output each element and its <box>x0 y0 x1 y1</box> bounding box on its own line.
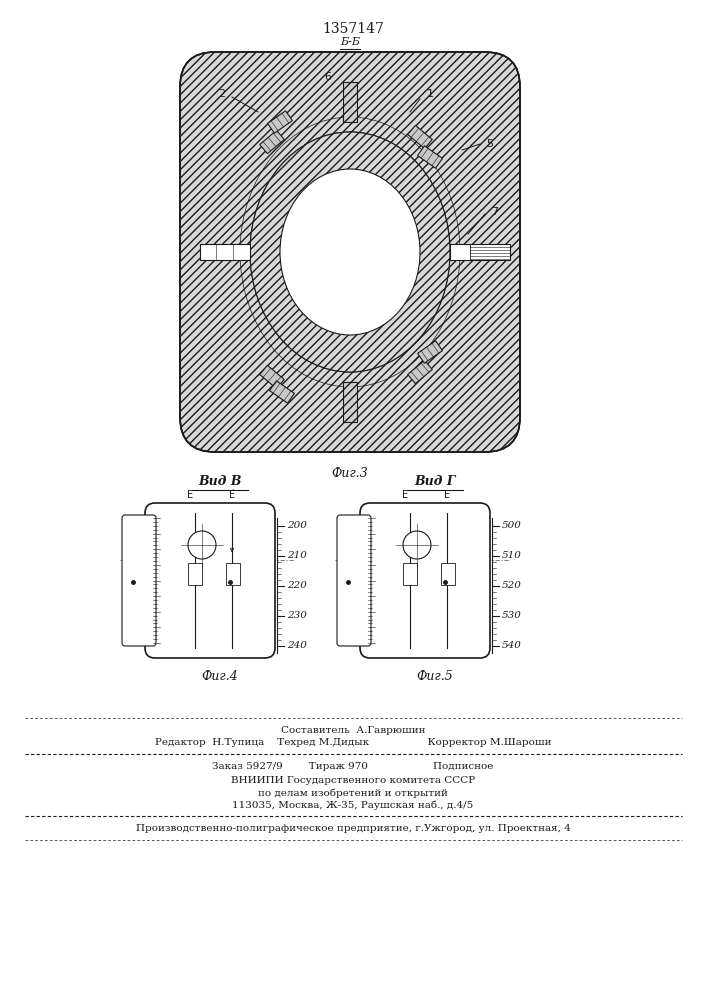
FancyBboxPatch shape <box>145 503 275 658</box>
Text: 500: 500 <box>502 522 522 530</box>
Text: 1357147: 1357147 <box>322 22 384 36</box>
Text: É: É <box>229 490 235 500</box>
Ellipse shape <box>280 169 420 335</box>
FancyBboxPatch shape <box>403 563 417 585</box>
FancyBboxPatch shape <box>450 244 510 260</box>
Text: Б-Б: Б-Б <box>340 37 360 47</box>
Polygon shape <box>267 111 293 133</box>
FancyBboxPatch shape <box>343 82 357 122</box>
Text: 1: 1 <box>426 89 433 99</box>
FancyBboxPatch shape <box>180 52 520 452</box>
Text: 113035, Москва, Ж-35, Раушская наб., д.4/5: 113035, Москва, Ж-35, Раушская наб., д.4… <box>233 800 474 810</box>
FancyBboxPatch shape <box>360 503 490 658</box>
Text: Вид Г: Вид Г <box>414 475 456 488</box>
Text: 230: 230 <box>287 611 307 620</box>
Text: Фиг.3: Фиг.3 <box>332 467 368 480</box>
Text: 540: 540 <box>502 642 522 650</box>
Text: Вид В: Вид В <box>198 475 242 488</box>
FancyBboxPatch shape <box>122 515 156 646</box>
FancyBboxPatch shape <box>441 563 455 585</box>
FancyBboxPatch shape <box>200 244 250 260</box>
Text: E: E <box>444 490 450 500</box>
Text: 6: 6 <box>325 72 332 82</box>
Polygon shape <box>269 381 294 403</box>
Text: 510: 510 <box>502 552 522 560</box>
Text: 520: 520 <box>502 582 522 590</box>
Text: E: E <box>187 490 193 500</box>
Polygon shape <box>259 365 284 389</box>
Polygon shape <box>418 341 443 363</box>
Text: Заказ 5927/9        Тираж 970                    Подписное: Заказ 5927/9 Тираж 970 Подписное <box>212 762 493 771</box>
Text: Производственно-полиграфическое предприятие, г.Ужгород, ул. Проектная, 4: Производственно-полиграфическое предприя… <box>136 824 571 833</box>
FancyBboxPatch shape <box>188 563 202 585</box>
Text: 240: 240 <box>287 642 307 650</box>
Text: ВНИИПИ Государственного комитета СССР: ВНИИПИ Государственного комитета СССР <box>231 776 475 785</box>
Text: 5: 5 <box>486 139 493 149</box>
Text: E: E <box>402 490 408 500</box>
Polygon shape <box>408 125 432 149</box>
FancyBboxPatch shape <box>226 563 240 585</box>
Ellipse shape <box>250 132 450 372</box>
FancyBboxPatch shape <box>337 515 371 646</box>
FancyBboxPatch shape <box>343 382 357 422</box>
Text: 2: 2 <box>218 89 226 99</box>
Text: по делам изобретений и открытий: по делам изобретений и открытий <box>258 788 448 798</box>
Polygon shape <box>408 360 432 384</box>
Text: Фиг.5: Фиг.5 <box>416 670 453 683</box>
Text: 530: 530 <box>502 611 522 620</box>
Ellipse shape <box>250 132 450 372</box>
Text: 200: 200 <box>287 522 307 530</box>
Polygon shape <box>418 146 443 168</box>
Text: 7: 7 <box>491 207 498 217</box>
Text: Редактор  Н.Тупица    Техред М.Дидык                  Корректор М.Шароши: Редактор Н.Тупица Техред М.Дидык Коррект… <box>155 738 551 747</box>
Circle shape <box>188 531 216 559</box>
Text: Фиг.4: Фиг.4 <box>201 670 238 683</box>
Circle shape <box>403 531 431 559</box>
Polygon shape <box>259 130 284 154</box>
Text: Составитель  А.Гаврюшин: Составитель А.Гаврюшин <box>281 726 425 735</box>
Text: 210: 210 <box>287 552 307 560</box>
Text: 220: 220 <box>287 582 307 590</box>
